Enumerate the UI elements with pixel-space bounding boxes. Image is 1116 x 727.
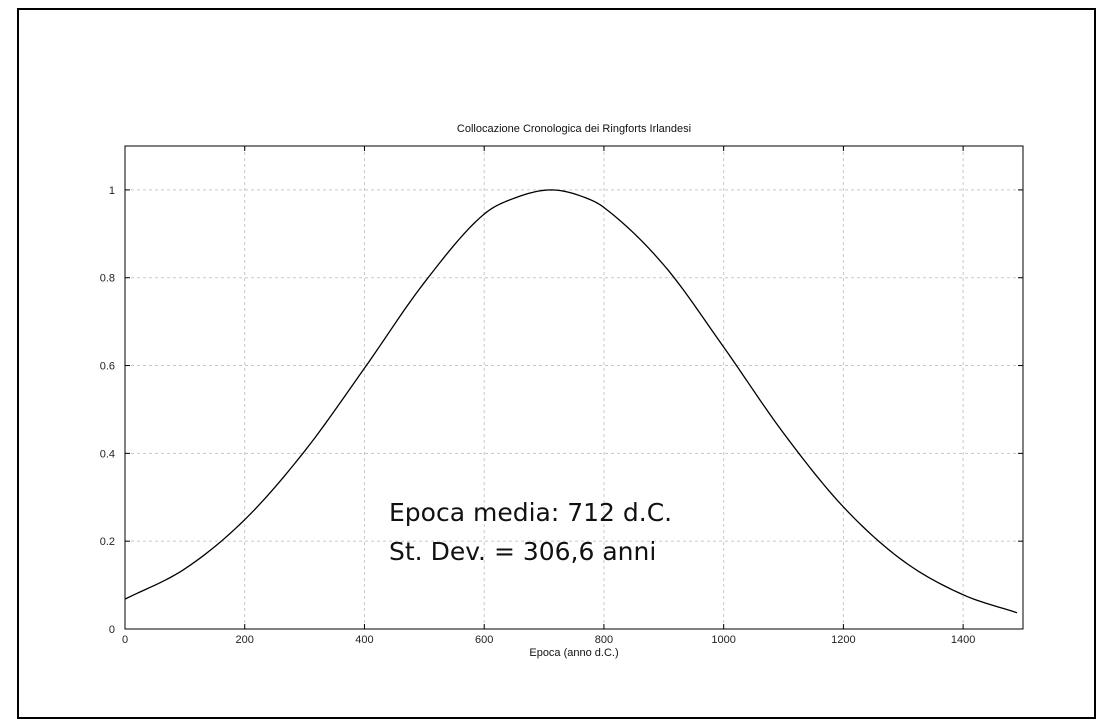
x-tick-label: 1200 (831, 634, 855, 646)
axis-ticks: 0 200 400 600 800 1000 1200 1400 0 0.2 0.4 0.6 0.8 1 (100, 146, 1023, 646)
x-axis-label: Epoca (anno d.C.) (529, 647, 618, 659)
x-tick-label: 400 (355, 634, 373, 646)
y-tick-label: 0.2 (100, 536, 115, 548)
chart: Collocazione Cronologica dei Ringforts I… (100, 123, 1024, 659)
series-line (124, 189, 1018, 614)
x-tick-label: 0 (122, 634, 128, 646)
annotation-mean: Epoca media: 712 d.C. (389, 498, 672, 527)
grid (125, 146, 1023, 629)
y-tick-label: 1 (109, 185, 115, 197)
series (124, 189, 1018, 614)
y-tick-label: 0.6 (100, 361, 115, 373)
plot-area (124, 145, 1024, 630)
annotation-stdev: St. Dev. = 306,6 anni (389, 537, 656, 566)
y-tick-label: 0 (109, 624, 115, 636)
y-tick-label: 0.4 (100, 448, 115, 460)
x-tick-label: 200 (236, 634, 254, 646)
x-tick-label: 800 (595, 634, 613, 646)
x-tick-label: 1000 (711, 634, 735, 646)
x-tick-label: 1400 (951, 634, 975, 646)
chart-title: Collocazione Cronologica dei Ringforts I… (457, 123, 691, 135)
x-tick-label: 600 (475, 634, 493, 646)
y-tick-label: 0.8 (100, 273, 115, 285)
chart-frame: Collocazione Cronologica dei Ringforts I… (17, 8, 1096, 719)
